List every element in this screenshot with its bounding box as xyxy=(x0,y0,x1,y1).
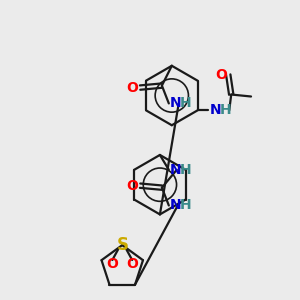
Text: O: O xyxy=(215,68,227,82)
Text: O: O xyxy=(106,257,118,271)
Text: H: H xyxy=(180,163,191,177)
Text: O: O xyxy=(126,179,138,193)
Text: S: S xyxy=(116,236,128,254)
Text: O: O xyxy=(126,257,138,271)
Text: H: H xyxy=(180,199,191,212)
Text: N: N xyxy=(170,96,182,110)
Text: H: H xyxy=(180,96,191,110)
Text: N: N xyxy=(170,199,182,212)
Text: N: N xyxy=(170,163,182,177)
Text: N: N xyxy=(209,103,221,117)
Text: O: O xyxy=(126,81,138,94)
Text: H: H xyxy=(219,103,231,117)
